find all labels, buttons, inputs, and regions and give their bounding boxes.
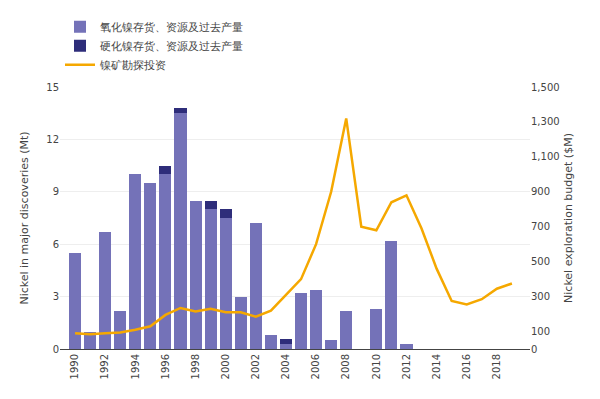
svg-text:2002: 2002 [250,354,261,379]
svg-text:0: 0 [531,344,537,355]
svg-text:1,300: 1,300 [531,116,560,127]
svg-text:Nickel in major discoveries (M: Nickel in major discoveries (Mt) [18,131,31,304]
svg-text:2012: 2012 [401,354,412,379]
svg-text:0: 0 [53,344,59,355]
svg-text:1994: 1994 [130,354,141,379]
svg-text:900: 900 [531,186,550,197]
svg-text:1996: 1996 [160,354,171,379]
svg-text:2008: 2008 [340,354,351,379]
svg-text:2018: 2018 [491,354,502,379]
svg-text:氧化镍存货、资源及过去产量: 氧化镍存货、资源及过去产量 [100,21,243,34]
svg-text:2014: 2014 [431,354,442,379]
svg-text:镍矿勘探投资: 镍矿勘探投资 [99,59,166,72]
svg-text:1992: 1992 [99,354,110,379]
svg-text:2000: 2000 [220,354,231,379]
svg-text:1,100: 1,100 [531,151,560,162]
svg-text:2006: 2006 [310,354,321,379]
svg-text:6: 6 [53,239,59,250]
svg-text:15: 15 [46,82,59,93]
svg-text:700: 700 [531,221,550,232]
svg-text:2016: 2016 [461,354,472,379]
svg-text:硬化镍存货、资源及过去产量: 硬化镍存货、资源及过去产量 [100,40,243,53]
svg-text:500: 500 [531,256,550,267]
svg-text:2004: 2004 [280,354,291,379]
svg-text:2010: 2010 [371,354,382,379]
svg-text:100: 100 [531,326,550,337]
svg-text:1998: 1998 [190,354,201,379]
svg-text:300: 300 [531,291,550,302]
svg-text:1990: 1990 [69,354,80,379]
svg-text:12: 12 [46,134,59,145]
svg-text:Nickel exploration budget ($M): Nickel exploration budget ($M) [562,133,575,303]
svg-text:3: 3 [53,291,59,302]
svg-text:9: 9 [53,186,59,197]
svg-text:1,500: 1,500 [531,82,560,93]
